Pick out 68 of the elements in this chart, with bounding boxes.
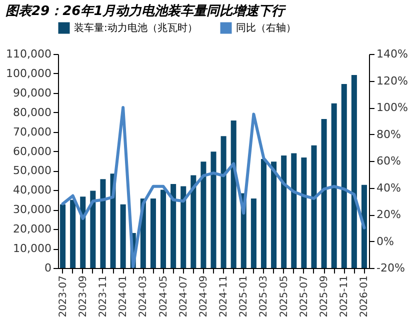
bar (100, 179, 106, 268)
bar (250, 198, 256, 268)
bar (341, 84, 347, 268)
y-tick-label: 70,000 (13, 125, 52, 138)
y2-tick-label: 100% (376, 101, 408, 114)
y2-tick-label: 0% (376, 234, 394, 248)
x-tick-label: 2024-03 (138, 276, 150, 318)
y2-tick-label: 60% (376, 154, 401, 168)
x-tick-label: 2023-09 (78, 276, 89, 318)
legend-label: 装车量:动力电池（兆瓦时） (74, 22, 198, 34)
y-tick-label: 60,000 (13, 144, 52, 158)
line-series (61, 106, 366, 268)
bar (351, 75, 357, 268)
bar (190, 175, 196, 268)
y-tick-label: 100,000 (6, 66, 52, 80)
y-tick-label: 80,000 (13, 106, 52, 119)
bar (321, 118, 327, 268)
y-tick-label: 0 (44, 262, 52, 274)
bar (80, 196, 86, 268)
bar (210, 152, 216, 268)
y-tick-label: 110,000 (6, 48, 52, 60)
x-tick-label: 2026-01 (359, 276, 370, 318)
bar (150, 198, 156, 268)
x-tick-label: 2023-11 (98, 276, 109, 318)
bar (90, 190, 96, 268)
y-tick-label: 20,000 (13, 222, 52, 236)
x-tick-label: 2024-11 (218, 276, 230, 318)
bar (70, 200, 76, 268)
bar (260, 159, 267, 268)
bar (311, 145, 317, 268)
y2-tick-label: 40% (376, 181, 401, 194)
y-tick-label: 40,000 (13, 184, 52, 197)
bar (361, 184, 367, 268)
x-tick-label: 2025-11 (339, 276, 350, 318)
bar (120, 204, 126, 268)
x-tick-label: 2025-03 (258, 276, 270, 318)
x-tick-label: 2025-01 (238, 276, 250, 318)
y-tick-label: 50,000 (13, 164, 52, 178)
bar (160, 190, 166, 268)
y2-tick-label: 120% (376, 74, 408, 88)
bar (220, 136, 226, 268)
y2-tick-label: 140% (376, 48, 408, 60)
y2-tick-label: 20% (376, 208, 401, 221)
bar (281, 156, 287, 268)
x-tick-label: 2025-07 (298, 276, 310, 318)
y-tick-label: 90,000 (13, 86, 52, 100)
chart-title: 图表29：26年1月动力电池装车量同比增速下行 (6, 3, 287, 19)
legend-label: 同比（右轴） (236, 22, 296, 34)
bar (301, 158, 307, 268)
x-tick-label: 2025-09 (319, 276, 330, 318)
y-tick-label: 30,000 (13, 203, 52, 216)
x-tick-label: 2023-07 (58, 276, 69, 318)
bar (170, 184, 176, 268)
x-tick-label: 2024-09 (198, 276, 210, 318)
y2-tick-label: 80% (376, 128, 401, 141)
bar (291, 153, 297, 268)
bar (180, 186, 186, 268)
x-tick-label: 2025-05 (278, 276, 290, 318)
x-tick-label: 2024-01 (118, 276, 130, 318)
bar (200, 162, 206, 268)
y2-tick-label: -20% (376, 262, 405, 274)
y-tick-label: 10,000 (13, 242, 52, 256)
bar (60, 204, 66, 268)
x-tick-label: 2024-07 (178, 276, 190, 318)
bar (271, 162, 277, 268)
x-tick-label: 2024-05 (158, 276, 170, 318)
bar (331, 103, 337, 268)
bar (230, 120, 236, 268)
